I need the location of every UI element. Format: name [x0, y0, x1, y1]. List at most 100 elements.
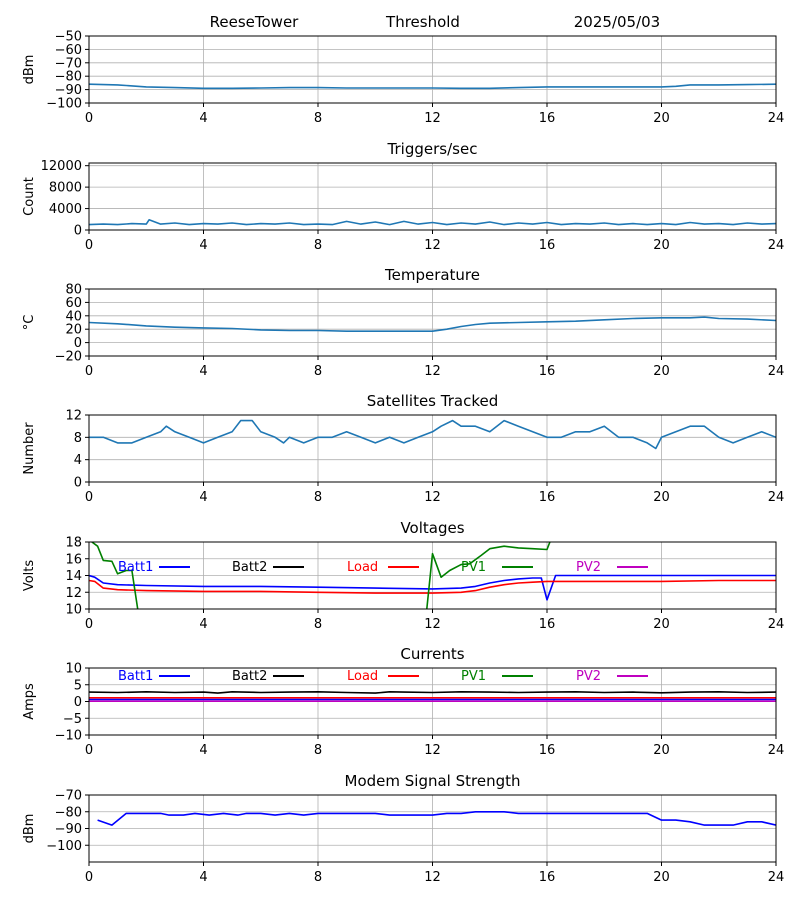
- series-line-4-pv1-0: [91, 542, 139, 609]
- y-tick-label-0-0: −100: [46, 97, 82, 112]
- legend-label-4-pv1: PV1: [461, 560, 486, 575]
- y-tick-label-0-5: −50: [55, 30, 82, 45]
- x-tick-label-1-6: 24: [768, 238, 785, 253]
- y-axis-label-2: °C: [22, 315, 37, 331]
- panel-title-4: Voltages: [400, 519, 464, 537]
- y-tick-label-0-2: −80: [55, 70, 82, 85]
- legend-label-4-pv2: PV2: [576, 560, 601, 575]
- y-axis-label-0: dBm: [22, 55, 37, 85]
- header-date: 2025/05/03: [574, 13, 660, 31]
- y-axis-label-4: Volts: [22, 560, 37, 592]
- x-tick-label-3-3: 12: [424, 490, 441, 505]
- x-tick-label-5-1: 4: [199, 743, 207, 758]
- series-group-2: [89, 316, 776, 333]
- legend-label-5-pv1: PV1: [461, 669, 486, 684]
- x-tick-label-2-4: 16: [539, 364, 556, 379]
- series-line-4-batt1-0: [89, 574, 776, 601]
- series-line-1-0-0: [89, 219, 776, 226]
- x-tick-label-4-2: 8: [314, 617, 322, 632]
- x-tick-label-4-6: 24: [768, 617, 785, 632]
- series-line-5-batt2-0: [89, 690, 776, 694]
- y-tick-label-6-0: −100: [46, 839, 82, 854]
- x-tick-label-4-1: 4: [199, 617, 207, 632]
- y-tick-label-2-3: 40: [65, 309, 82, 324]
- y-tick-label-3-0: 0: [74, 476, 82, 491]
- y-tick-label-2-4: 60: [65, 296, 82, 311]
- x-tick-label-2-2: 8: [314, 364, 322, 379]
- series-group-5: [89, 690, 776, 703]
- y-tick-label-4-0: 10: [65, 603, 82, 618]
- y-tick-label-1-3: 12000: [41, 159, 82, 174]
- y-axis-label-6: dBm: [22, 814, 37, 844]
- x-tick-label-3-0: 0: [85, 490, 93, 505]
- x-tick-label-1-4: 16: [539, 238, 556, 253]
- y-tick-label-2-5: 80: [65, 283, 82, 298]
- x-tick-label-5-2: 8: [314, 743, 322, 758]
- y-tick-label-4-3: 16: [65, 552, 82, 567]
- x-tick-label-0-1: 4: [199, 111, 207, 126]
- legend-label-4-batt2: Batt2: [232, 560, 267, 575]
- y-tick-label-2-2: 20: [65, 323, 82, 338]
- y-tick-label-4-4: 18: [65, 536, 82, 551]
- y-tick-label-1-2: 8000: [49, 181, 82, 196]
- y-tick-label-3-1: 4: [74, 453, 82, 468]
- x-tick-label-3-1: 4: [199, 490, 207, 505]
- panel-title-2: Temperature: [384, 266, 480, 284]
- x-tick-label-6-5: 20: [653, 870, 670, 885]
- y-tick-label-0-3: −70: [55, 56, 82, 71]
- x-tick-label-1-1: 4: [199, 238, 207, 253]
- x-tick-label-5-5: 20: [653, 743, 670, 758]
- legend-label-5-batt2: Batt2: [232, 669, 267, 684]
- y-tick-label-1-0: 0: [74, 224, 82, 239]
- x-tick-label-0-5: 20: [653, 111, 670, 126]
- y-tick-label-5-0: −10: [55, 729, 82, 744]
- x-tick-label-5-3: 12: [424, 743, 441, 758]
- x-tick-label-3-6: 24: [768, 490, 785, 505]
- x-tick-label-6-2: 8: [314, 870, 322, 885]
- x-tick-label-1-2: 8: [314, 238, 322, 253]
- x-tick-label-0-0: 0: [85, 111, 93, 126]
- x-tick-label-6-4: 16: [539, 870, 556, 885]
- x-tick-label-1-3: 12: [424, 238, 441, 253]
- y-axis-label-3: Number: [22, 422, 37, 475]
- legend-label-5-pv2: PV2: [576, 669, 601, 684]
- header-station: ReeseTower: [210, 13, 300, 31]
- x-tick-label-4-5: 20: [653, 617, 670, 632]
- panel-5: 0 4 8 12 16 20 24 −10 −5 0 510 Currents Amps Batt1 Bat…: [22, 645, 784, 758]
- y-tick-label-4-2: 14: [65, 569, 82, 584]
- series-group-1: [89, 219, 776, 226]
- legend-label-4-batt1: Batt1: [118, 560, 153, 575]
- y-tick-label-2-1: 0: [74, 336, 82, 351]
- x-tick-label-0-3: 12: [424, 111, 441, 126]
- panel-title-6: Modem Signal Strength: [345, 772, 521, 790]
- series-group-0: [89, 83, 776, 90]
- x-tick-label-2-3: 12: [424, 364, 441, 379]
- panel-title-3: Satellites Tracked: [367, 392, 498, 410]
- x-tick-label-3-5: 20: [653, 490, 670, 505]
- panel-6: 0 4 8 12 16 20 24 −100 −90 −80−70 Modem Signal Str…: [22, 772, 784, 885]
- series-group-3: [89, 419, 776, 450]
- x-tick-label-2-6: 24: [768, 364, 785, 379]
- y-tick-label-4-1: 12: [65, 586, 82, 601]
- x-tick-label-6-3: 12: [424, 870, 441, 885]
- y-tick-label-5-4: 10: [65, 662, 82, 677]
- x-tick-label-1-5: 20: [653, 238, 670, 253]
- x-tick-label-5-6: 24: [768, 743, 785, 758]
- y-tick-label-3-3: 12: [65, 409, 82, 424]
- y-tick-label-5-3: 5: [74, 678, 82, 693]
- series-line-3-0-0: [89, 419, 776, 450]
- x-tick-label-2-0: 0: [85, 364, 93, 379]
- panel-3: 0 4 8 12 16 20 24 0 4 8 12 Satellites Tracked Number: [22, 392, 784, 505]
- x-tick-label-2-5: 20: [653, 364, 670, 379]
- series-line-0-0-0: [89, 83, 776, 90]
- series-line-4-pv1-1: [426, 542, 551, 609]
- y-tick-label-2-0: −20: [55, 350, 82, 365]
- x-tick-label-5-0: 0: [85, 743, 93, 758]
- x-tick-label-0-2: 8: [314, 111, 322, 126]
- series-group-6: [97, 810, 776, 826]
- x-tick-label-3-2: 8: [314, 490, 322, 505]
- x-tick-label-4-3: 12: [424, 617, 441, 632]
- legend-label-5-batt1: Batt1: [118, 669, 153, 684]
- x-tick-label-6-6: 24: [768, 870, 785, 885]
